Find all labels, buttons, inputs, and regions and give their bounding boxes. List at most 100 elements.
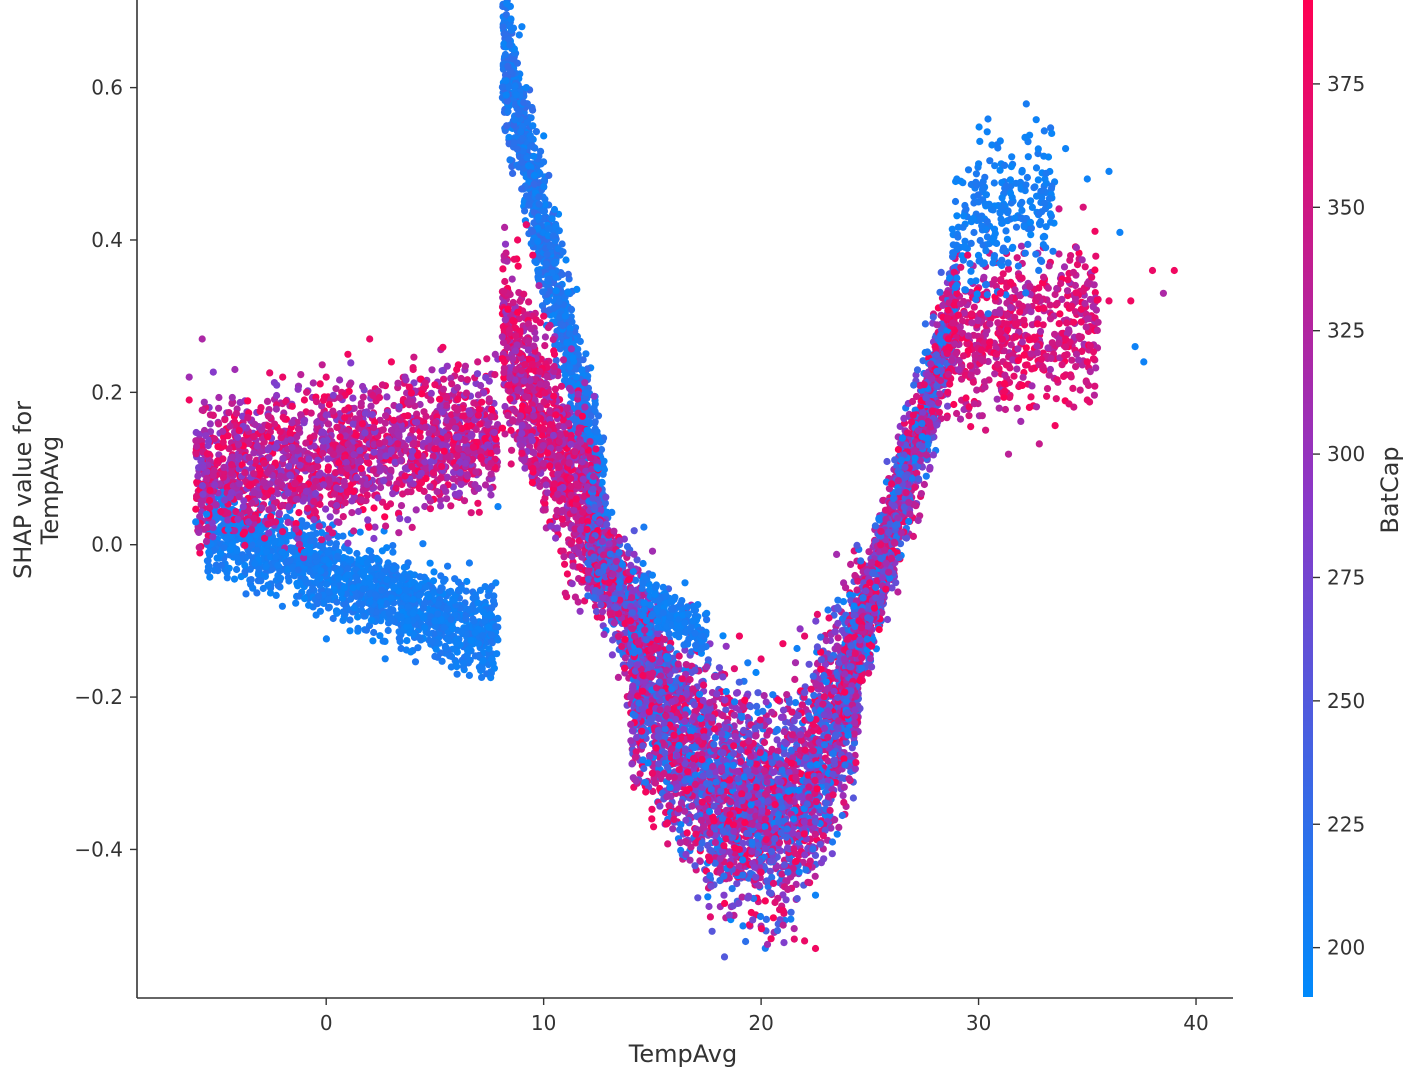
scatter-point [593, 428, 601, 436]
scatter-point [437, 502, 445, 510]
scatter-point [378, 381, 386, 389]
scatter-point [436, 587, 444, 595]
scatter-point [481, 617, 489, 625]
scatter-point [444, 562, 452, 570]
scatter-point [370, 534, 378, 543]
scatter-point [296, 461, 304, 469]
scatter-point [548, 215, 556, 223]
scatter-point [230, 575, 239, 583]
scatter-point [415, 582, 423, 591]
scatter-point [263, 397, 272, 405]
scatter-point [374, 555, 382, 563]
scatter-point [276, 567, 284, 575]
scatter-point [289, 544, 297, 552]
scatter-point [330, 490, 339, 498]
scatter-point [273, 391, 281, 400]
scatter-point [573, 285, 581, 293]
scatter-point [407, 648, 415, 656]
scatter-point [402, 586, 410, 594]
scatter-point [478, 673, 486, 682]
scatter-point [485, 395, 493, 403]
scatter-point [192, 437, 200, 445]
scatter-point [354, 624, 362, 633]
scatter-point [491, 350, 499, 358]
scatter-point [197, 500, 205, 508]
scatter-point [352, 592, 360, 601]
scatter-point [438, 462, 446, 471]
scatter-point [404, 412, 412, 420]
scatter-point [209, 368, 217, 376]
scatter-point [356, 528, 364, 536]
scatter-point [457, 584, 466, 593]
scatter-point [316, 500, 324, 509]
scatter-point [487, 459, 495, 467]
scatter-point [341, 481, 349, 489]
scatter-point [439, 343, 447, 351]
scatter-point [383, 503, 391, 511]
scatter-point [448, 380, 456, 388]
scatter-point [551, 259, 559, 267]
scatter-point [224, 432, 232, 440]
scatter-point [366, 598, 374, 606]
scatter-point [341, 600, 349, 608]
scatter-point [494, 636, 502, 644]
scatter-point [510, 139, 518, 147]
scatter-point [590, 404, 598, 412]
scatter-point [284, 489, 292, 497]
scatter-point [465, 606, 473, 614]
scatter-point [451, 575, 459, 583]
scatter-point [339, 532, 347, 540]
scatter-point [416, 573, 424, 581]
scatter-point [389, 565, 398, 573]
scatter-point [233, 565, 241, 574]
scatter-point [264, 581, 272, 589]
scatter-point [275, 509, 283, 517]
scatter-point [440, 447, 448, 455]
scatter-point [309, 584, 317, 592]
scatter-point [336, 376, 344, 384]
scatter-point [262, 548, 271, 556]
scatter-point [515, 107, 523, 115]
scatter-point [576, 337, 584, 345]
scatter-point [316, 607, 324, 615]
scatter-point [319, 449, 327, 457]
scatter-point [240, 555, 248, 563]
scatter-point [217, 561, 226, 569]
scatter-point [413, 418, 421, 426]
scatter-point [443, 605, 451, 613]
scatter-point [302, 439, 310, 447]
scatter-point [520, 98, 528, 107]
scatter-point [294, 425, 302, 433]
scatter-point [491, 371, 499, 379]
scatter-point [477, 381, 485, 390]
scatter-point [578, 366, 586, 374]
scatter-point [474, 391, 482, 399]
scatter-point [206, 496, 214, 505]
scatter-point [365, 547, 373, 555]
scatter-point [223, 574, 231, 582]
scatter-point [264, 446, 272, 454]
scatter-point [330, 450, 338, 458]
scatter-point [325, 588, 333, 596]
scatter-point [359, 393, 367, 401]
scatter-point [322, 580, 331, 589]
scatter-point [228, 453, 236, 461]
scatter-point [293, 495, 301, 503]
scatter-point [361, 409, 369, 418]
scatter-point [566, 330, 574, 338]
scatter-point [257, 577, 265, 585]
scatter-point [422, 475, 430, 483]
scatter-point [499, 23, 507, 31]
scatter-point [279, 413, 287, 421]
scatter-point [447, 587, 455, 595]
scatter-point [490, 428, 498, 436]
scatter-point [461, 459, 469, 467]
scatter-point [192, 505, 200, 513]
scatter-point [214, 567, 222, 575]
scatter-point [375, 439, 384, 447]
scatter-point [333, 609, 341, 617]
scatter-point [294, 566, 302, 574]
scatter-point [234, 440, 243, 449]
scatter-point [336, 567, 344, 575]
scatter-point [309, 379, 317, 387]
